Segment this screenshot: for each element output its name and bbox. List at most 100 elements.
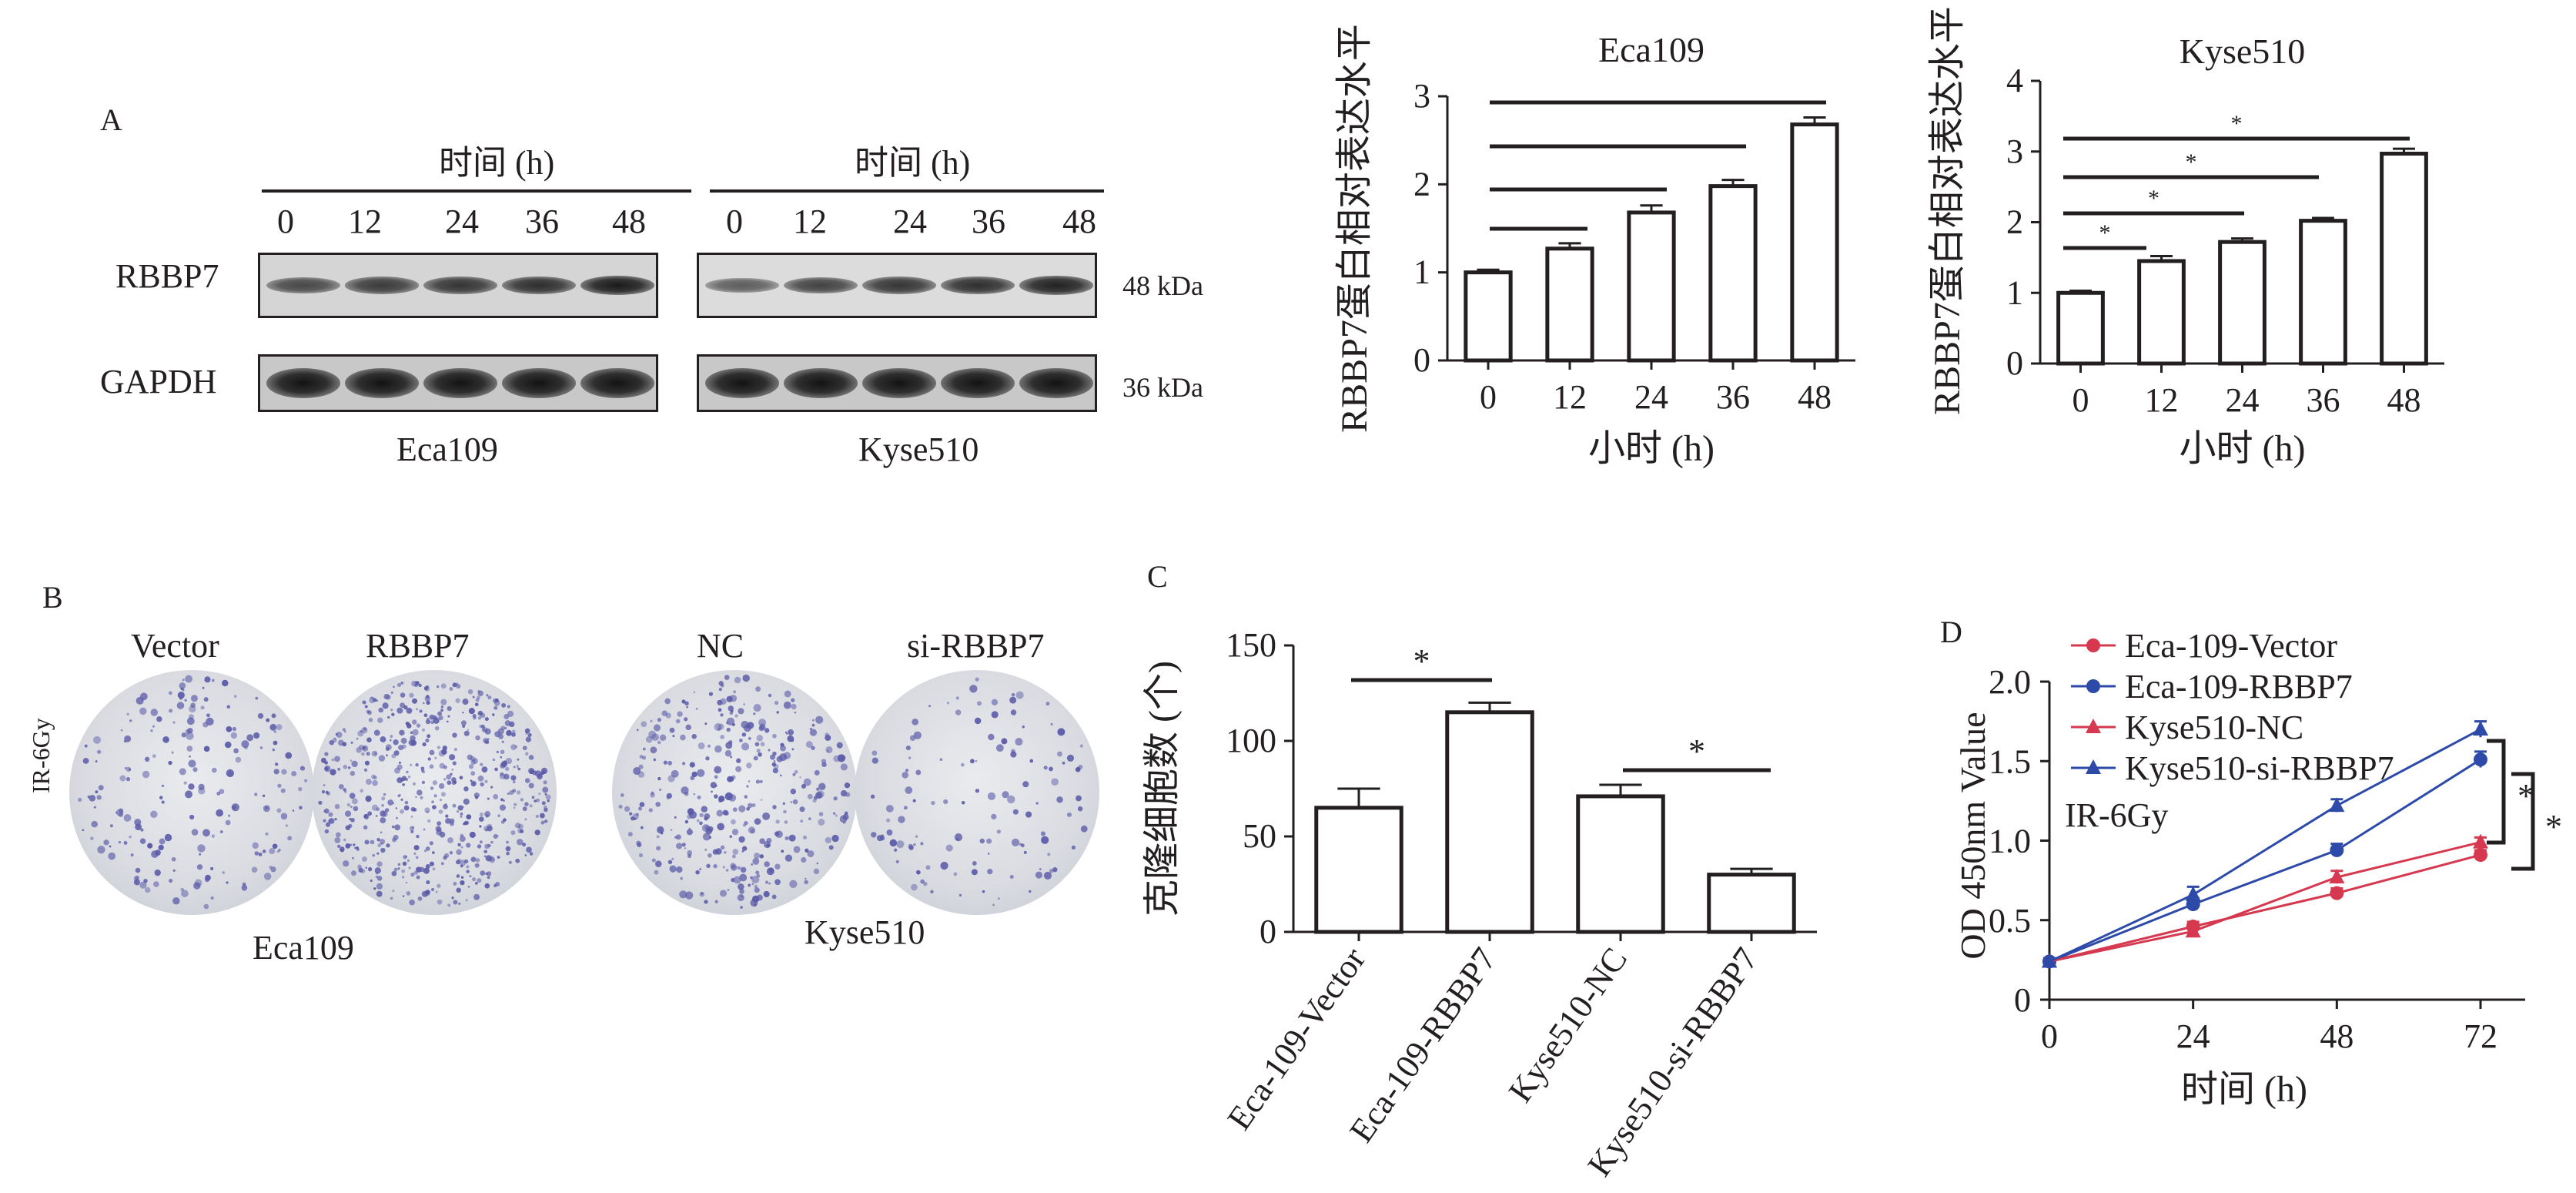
colony xyxy=(525,736,532,742)
colony xyxy=(452,761,457,766)
colony xyxy=(456,875,459,878)
colony xyxy=(244,746,248,749)
colony xyxy=(436,685,440,689)
colony xyxy=(816,862,818,865)
colony xyxy=(751,863,754,866)
colony xyxy=(760,742,765,747)
colony xyxy=(397,863,401,866)
legend-marker xyxy=(2086,759,2101,774)
colony xyxy=(489,856,496,863)
colony xyxy=(474,882,478,885)
colony xyxy=(733,876,741,884)
data-point xyxy=(2330,843,2344,857)
colony xyxy=(415,796,417,799)
colony xyxy=(728,794,737,802)
colony xyxy=(437,899,443,905)
colony xyxy=(278,848,281,852)
colony xyxy=(638,806,642,811)
colony xyxy=(506,840,509,844)
colony xyxy=(699,891,705,897)
colony xyxy=(697,769,705,777)
colony xyxy=(126,712,129,715)
colony xyxy=(469,875,472,878)
colony xyxy=(446,720,449,723)
colony xyxy=(686,829,693,836)
colony xyxy=(269,848,276,855)
colony xyxy=(453,900,458,905)
colony xyxy=(425,738,430,742)
colony xyxy=(802,835,808,839)
colony xyxy=(1079,744,1083,748)
colony xyxy=(376,852,380,855)
colony xyxy=(91,820,98,828)
colony xyxy=(724,850,727,854)
colony xyxy=(443,804,448,809)
colony xyxy=(953,872,958,876)
colony xyxy=(147,843,153,849)
colony xyxy=(663,760,667,765)
rbbp7-row-label: RBBP7 xyxy=(115,257,219,295)
colony xyxy=(412,782,417,786)
colony xyxy=(185,729,190,735)
colony xyxy=(787,735,795,742)
colony xyxy=(870,794,875,799)
y-tick-label: 0 xyxy=(1260,913,1276,950)
blot-band xyxy=(938,255,1017,316)
colony xyxy=(365,866,368,870)
colony xyxy=(429,764,434,769)
colony xyxy=(886,829,893,836)
colony xyxy=(362,700,366,705)
colony xyxy=(719,890,728,897)
colony xyxy=(424,685,430,692)
colony xyxy=(443,778,447,781)
colony xyxy=(669,865,677,873)
colony xyxy=(415,762,419,767)
colony xyxy=(460,815,463,818)
colony xyxy=(479,825,482,828)
colony xyxy=(432,867,436,871)
blot-band xyxy=(860,357,938,410)
colony xyxy=(172,896,180,905)
blot-band xyxy=(578,357,656,410)
colony xyxy=(344,730,346,733)
data-point xyxy=(2329,797,2345,813)
colony xyxy=(680,734,686,741)
kyse510-lane-label: 0 xyxy=(726,203,743,240)
colony xyxy=(130,853,134,857)
colony xyxy=(762,812,771,820)
colony xyxy=(925,865,931,870)
colony xyxy=(514,803,517,806)
colony xyxy=(445,814,449,818)
colony xyxy=(790,801,793,803)
colony xyxy=(748,826,755,834)
colony xyxy=(415,845,418,848)
colony xyxy=(528,782,534,789)
colony xyxy=(718,688,722,692)
bar xyxy=(1445,710,1534,934)
colony xyxy=(425,685,429,689)
blot-band xyxy=(781,357,860,410)
colony xyxy=(189,814,195,820)
colony-dish-rbbp7 xyxy=(312,670,557,915)
colony xyxy=(385,746,390,752)
colony xyxy=(169,879,173,883)
colony xyxy=(708,744,711,748)
colony xyxy=(731,819,736,825)
colony xyxy=(470,856,477,863)
colony xyxy=(270,866,276,873)
colony xyxy=(784,820,788,824)
colony xyxy=(164,833,172,842)
colony xyxy=(400,702,405,709)
colony xyxy=(503,799,505,803)
colony xyxy=(905,769,909,772)
colony xyxy=(362,745,369,752)
colony xyxy=(481,766,488,773)
bar xyxy=(1627,210,1676,363)
band-shape xyxy=(940,367,1015,399)
bar xyxy=(2380,152,2428,366)
colony xyxy=(468,764,474,769)
colony xyxy=(699,813,704,818)
colony xyxy=(410,873,415,877)
colony xyxy=(1057,728,1066,736)
colony xyxy=(629,812,633,816)
